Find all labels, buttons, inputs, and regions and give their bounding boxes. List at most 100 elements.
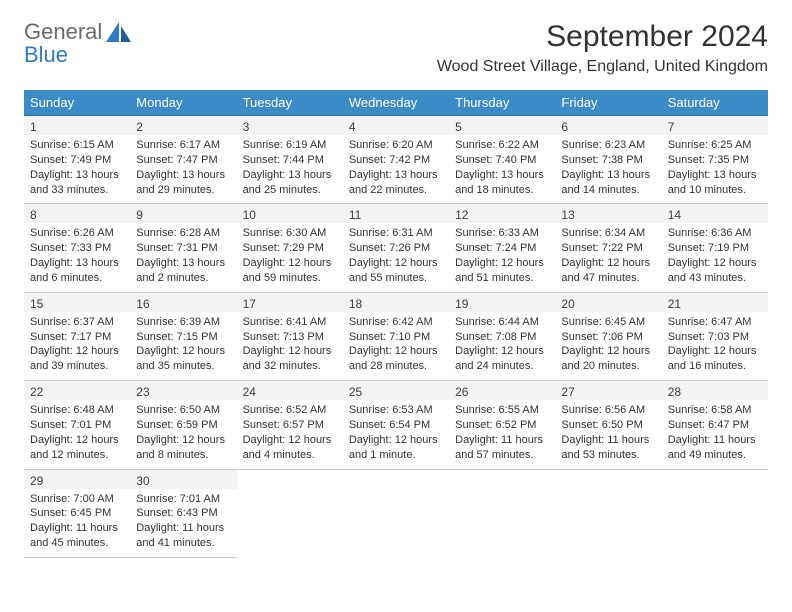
day-cell: 1Sunrise: 6:15 AMSunset: 7:49 PMDaylight… bbox=[24, 116, 130, 204]
day-details: Sunrise: 6:56 AMSunset: 6:50 PMDaylight:… bbox=[555, 400, 661, 468]
day-cell: 13Sunrise: 6:34 AMSunset: 7:22 PMDayligh… bbox=[555, 204, 661, 292]
day-cell: 11Sunrise: 6:31 AMSunset: 7:26 PMDayligh… bbox=[343, 204, 449, 292]
day-number: 22 bbox=[30, 383, 124, 400]
day-details: Sunrise: 6:20 AMSunset: 7:42 PMDaylight:… bbox=[343, 135, 449, 203]
day-cell: 27Sunrise: 6:56 AMSunset: 6:50 PMDayligh… bbox=[555, 381, 661, 469]
day-number: 11 bbox=[349, 206, 443, 223]
day-cell: 12Sunrise: 6:33 AMSunset: 7:24 PMDayligh… bbox=[449, 204, 555, 292]
day-details: Sunrise: 6:55 AMSunset: 6:52 PMDaylight:… bbox=[449, 400, 555, 468]
day-number: 19 bbox=[455, 295, 549, 312]
day-cell bbox=[237, 469, 343, 557]
week-row: 15Sunrise: 6:37 AMSunset: 7:17 PMDayligh… bbox=[24, 292, 768, 380]
day-details: Sunrise: 6:52 AMSunset: 6:57 PMDaylight:… bbox=[237, 400, 343, 468]
day-cell: 17Sunrise: 6:41 AMSunset: 7:13 PMDayligh… bbox=[237, 292, 343, 380]
day-details: Sunrise: 6:15 AMSunset: 7:49 PMDaylight:… bbox=[24, 135, 130, 203]
day-cell: 3Sunrise: 6:19 AMSunset: 7:44 PMDaylight… bbox=[237, 116, 343, 204]
calendar-body: 1Sunrise: 6:15 AMSunset: 7:49 PMDaylight… bbox=[24, 116, 768, 558]
day-number: 15 bbox=[30, 295, 124, 312]
day-cell: 2Sunrise: 6:17 AMSunset: 7:47 PMDaylight… bbox=[130, 116, 236, 204]
day-number: 25 bbox=[349, 383, 443, 400]
day-details: Sunrise: 6:36 AMSunset: 7:19 PMDaylight:… bbox=[662, 223, 768, 291]
day-number: 24 bbox=[243, 383, 337, 400]
day-details: Sunrise: 6:39 AMSunset: 7:15 PMDaylight:… bbox=[130, 312, 236, 380]
week-row: 22Sunrise: 6:48 AMSunset: 7:01 PMDayligh… bbox=[24, 381, 768, 469]
day-cell bbox=[555, 469, 661, 557]
day-details: Sunrise: 6:31 AMSunset: 7:26 PMDaylight:… bbox=[343, 223, 449, 291]
day-number: 12 bbox=[455, 206, 549, 223]
day-cell: 29Sunrise: 7:00 AMSunset: 6:45 PMDayligh… bbox=[24, 469, 130, 557]
day-cell: 14Sunrise: 6:36 AMSunset: 7:19 PMDayligh… bbox=[662, 204, 768, 292]
day-cell: 28Sunrise: 6:58 AMSunset: 6:47 PMDayligh… bbox=[662, 381, 768, 469]
day-details: Sunrise: 6:28 AMSunset: 7:31 PMDaylight:… bbox=[130, 223, 236, 291]
day-cell: 26Sunrise: 6:55 AMSunset: 6:52 PMDayligh… bbox=[449, 381, 555, 469]
logo-text: General Blue bbox=[24, 20, 102, 66]
day-cell: 8Sunrise: 6:26 AMSunset: 7:33 PMDaylight… bbox=[24, 204, 130, 292]
day-number: 29 bbox=[30, 472, 124, 489]
weekday-header: Monday bbox=[130, 90, 236, 116]
day-cell: 16Sunrise: 6:39 AMSunset: 7:15 PMDayligh… bbox=[130, 292, 236, 380]
day-number: 23 bbox=[136, 383, 230, 400]
day-number: 26 bbox=[455, 383, 549, 400]
week-row: 29Sunrise: 7:00 AMSunset: 6:45 PMDayligh… bbox=[24, 469, 768, 557]
day-cell bbox=[343, 469, 449, 557]
day-details: Sunrise: 6:34 AMSunset: 7:22 PMDaylight:… bbox=[555, 223, 661, 291]
weekday-header: Thursday bbox=[449, 90, 555, 116]
day-details: Sunrise: 6:47 AMSunset: 7:03 PMDaylight:… bbox=[662, 312, 768, 380]
day-number: 9 bbox=[136, 206, 230, 223]
day-details: Sunrise: 6:30 AMSunset: 7:29 PMDaylight:… bbox=[237, 223, 343, 291]
logo-sail-icon bbox=[106, 22, 132, 49]
day-cell bbox=[662, 469, 768, 557]
weekday-header: Friday bbox=[555, 90, 661, 116]
day-details: Sunrise: 6:58 AMSunset: 6:47 PMDaylight:… bbox=[662, 400, 768, 468]
day-number: 2 bbox=[136, 118, 230, 135]
week-row: 1Sunrise: 6:15 AMSunset: 7:49 PMDaylight… bbox=[24, 116, 768, 204]
day-number: 28 bbox=[668, 383, 762, 400]
day-number: 18 bbox=[349, 295, 443, 312]
day-details: Sunrise: 6:50 AMSunset: 6:59 PMDaylight:… bbox=[130, 400, 236, 468]
day-details: Sunrise: 6:23 AMSunset: 7:38 PMDaylight:… bbox=[555, 135, 661, 203]
day-cell: 20Sunrise: 6:45 AMSunset: 7:06 PMDayligh… bbox=[555, 292, 661, 380]
day-number: 30 bbox=[136, 472, 230, 489]
day-number: 13 bbox=[561, 206, 655, 223]
day-details: Sunrise: 6:42 AMSunset: 7:10 PMDaylight:… bbox=[343, 312, 449, 380]
day-cell bbox=[449, 469, 555, 557]
weekday-header-row: SundayMondayTuesdayWednesdayThursdayFrid… bbox=[24, 90, 768, 116]
logo: General Blue bbox=[24, 20, 132, 66]
logo-blue: Blue bbox=[24, 43, 102, 66]
day-number: 10 bbox=[243, 206, 337, 223]
week-row: 8Sunrise: 6:26 AMSunset: 7:33 PMDaylight… bbox=[24, 204, 768, 292]
day-cell: 7Sunrise: 6:25 AMSunset: 7:35 PMDaylight… bbox=[662, 116, 768, 204]
day-details: Sunrise: 6:41 AMSunset: 7:13 PMDaylight:… bbox=[237, 312, 343, 380]
day-number: 21 bbox=[668, 295, 762, 312]
day-cell: 9Sunrise: 6:28 AMSunset: 7:31 PMDaylight… bbox=[130, 204, 236, 292]
day-number: 4 bbox=[349, 118, 443, 135]
day-number: 1 bbox=[30, 118, 124, 135]
day-number: 27 bbox=[561, 383, 655, 400]
day-details: Sunrise: 6:44 AMSunset: 7:08 PMDaylight:… bbox=[449, 312, 555, 380]
day-cell: 24Sunrise: 6:52 AMSunset: 6:57 PMDayligh… bbox=[237, 381, 343, 469]
header: General Blue September 2024 Wood Street … bbox=[24, 20, 768, 76]
title-block: September 2024 Wood Street Village, Engl… bbox=[437, 20, 768, 76]
weekday-header: Saturday bbox=[662, 90, 768, 116]
logo-general: General bbox=[24, 19, 102, 44]
day-cell: 22Sunrise: 6:48 AMSunset: 7:01 PMDayligh… bbox=[24, 381, 130, 469]
weekday-header: Tuesday bbox=[237, 90, 343, 116]
day-number: 7 bbox=[668, 118, 762, 135]
day-number: 20 bbox=[561, 295, 655, 312]
day-number: 16 bbox=[136, 295, 230, 312]
day-details: Sunrise: 6:48 AMSunset: 7:01 PMDaylight:… bbox=[24, 400, 130, 468]
day-details: Sunrise: 6:17 AMSunset: 7:47 PMDaylight:… bbox=[130, 135, 236, 203]
weekday-header: Sunday bbox=[24, 90, 130, 116]
day-cell: 4Sunrise: 6:20 AMSunset: 7:42 PMDaylight… bbox=[343, 116, 449, 204]
day-details: Sunrise: 7:01 AMSunset: 6:43 PMDaylight:… bbox=[130, 489, 236, 557]
day-details: Sunrise: 6:45 AMSunset: 7:06 PMDaylight:… bbox=[555, 312, 661, 380]
day-number: 3 bbox=[243, 118, 337, 135]
day-number: 8 bbox=[30, 206, 124, 223]
day-cell: 5Sunrise: 6:22 AMSunset: 7:40 PMDaylight… bbox=[449, 116, 555, 204]
day-details: Sunrise: 6:33 AMSunset: 7:24 PMDaylight:… bbox=[449, 223, 555, 291]
day-details: Sunrise: 6:19 AMSunset: 7:44 PMDaylight:… bbox=[237, 135, 343, 203]
day-number: 14 bbox=[668, 206, 762, 223]
day-number: 17 bbox=[243, 295, 337, 312]
weekday-header: Wednesday bbox=[343, 90, 449, 116]
day-cell: 23Sunrise: 6:50 AMSunset: 6:59 PMDayligh… bbox=[130, 381, 236, 469]
